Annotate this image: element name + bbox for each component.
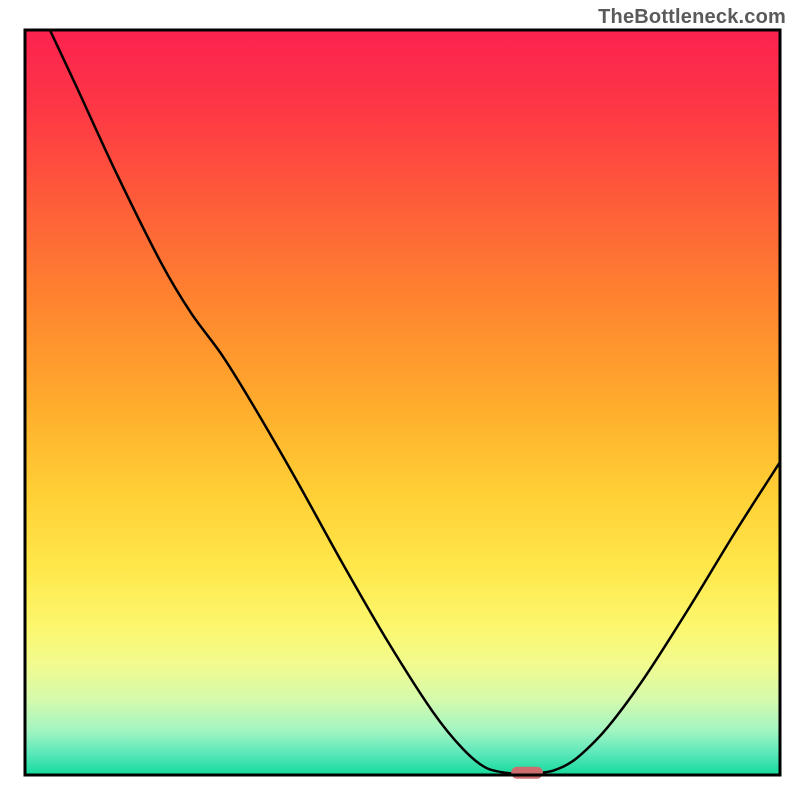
optimal-point-marker bbox=[511, 767, 543, 779]
chart-container: TheBottleneck.com bbox=[0, 0, 800, 800]
bottleneck-curve-chart bbox=[0, 0, 800, 800]
attribution-text: TheBottleneck.com bbox=[598, 6, 786, 29]
